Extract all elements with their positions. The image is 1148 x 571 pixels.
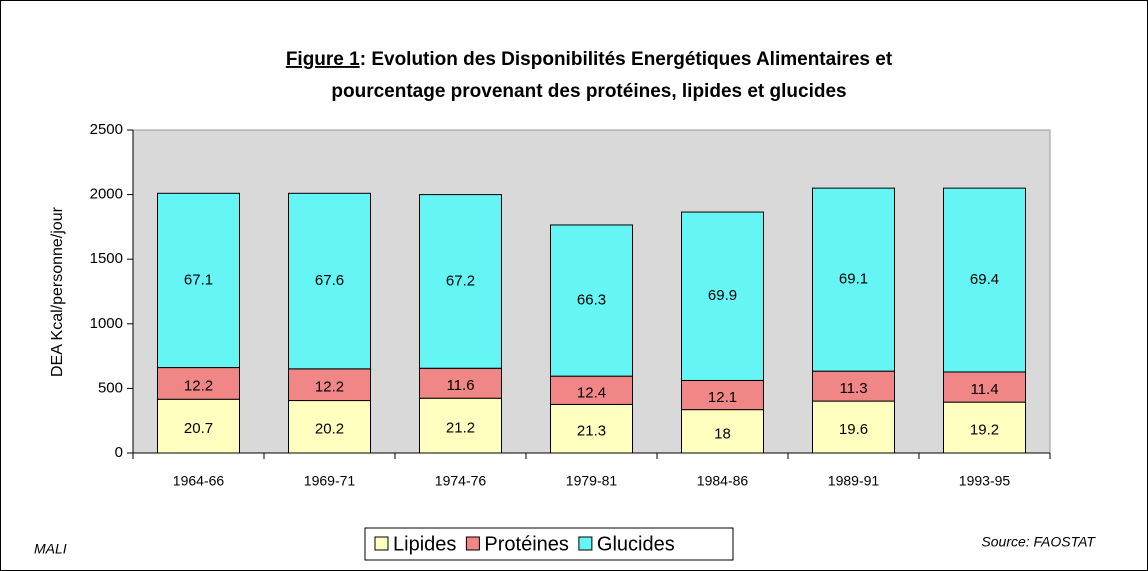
bar-segment	[812, 370, 895, 402]
bar-segment	[681, 379, 764, 411]
x-tick-label: 1964-66	[173, 473, 225, 489]
data-label: 66.3	[577, 292, 606, 309]
bar-segment	[812, 187, 895, 372]
y-tick-label: 1000	[90, 315, 123, 332]
title-line: : Evolution des Disponibilités Energétiq…	[360, 49, 893, 70]
bar-segment	[157, 367, 240, 400]
data-label: 69.9	[708, 287, 737, 304]
legend-swatch	[465, 536, 480, 551]
y-tick-label: 500	[98, 379, 123, 396]
data-label: 67.6	[315, 272, 344, 289]
bar-segment	[288, 192, 371, 370]
country-note: MALI	[34, 541, 67, 557]
data-label: 21.2	[446, 420, 475, 437]
legend-label: Lipides	[393, 533, 456, 555]
bar-segment	[419, 194, 502, 369]
data-label: 11.3	[839, 380, 867, 397]
y-tick-label: 0	[115, 444, 123, 461]
data-label: 12.1	[708, 389, 737, 406]
bar-segment	[943, 187, 1026, 373]
x-tick-label: 1974-76	[435, 473, 487, 489]
bar-segment	[288, 400, 371, 454]
bar-segment	[550, 403, 633, 454]
bar-segment	[157, 398, 240, 454]
x-tick-label: 1989-91	[828, 473, 880, 489]
bar-segment	[681, 409, 764, 454]
legend-label: Protéines	[484, 533, 569, 555]
data-label: 67.1	[184, 271, 213, 288]
data-label: 12.2	[184, 377, 213, 394]
data-label: 12.4	[577, 384, 606, 401]
y-axis-label: DEA Kcal/personne/jour	[49, 206, 66, 377]
x-tick-label: 1979-81	[566, 473, 618, 489]
data-label: 11.4	[970, 381, 998, 398]
bar-segment	[550, 224, 633, 377]
data-label: 11.6	[446, 377, 474, 394]
bar-segment	[550, 375, 633, 405]
y-tick-label: 2500	[90, 121, 123, 138]
bar-segment	[681, 211, 764, 381]
legend-swatch	[374, 536, 389, 551]
source-note: Source: FAOSTAT	[981, 534, 1096, 550]
chart-title: Figure 1: Evolution des Disponibilités E…	[286, 49, 893, 70]
legend-swatch	[578, 536, 593, 551]
data-label: 69.1	[839, 271, 868, 288]
x-tick-label: 1969-71	[304, 473, 356, 489]
x-tick-label: 1984-86	[697, 473, 749, 489]
bar-segment	[419, 367, 502, 399]
y-tick-label: 2000	[90, 186, 123, 203]
data-label: 21.3	[577, 423, 606, 440]
data-label: 67.2	[446, 272, 475, 289]
bar-segment	[419, 397, 502, 454]
data-label: 18	[714, 425, 731, 442]
data-label: 20.2	[315, 421, 344, 438]
bar-segment	[943, 401, 1026, 454]
data-label: 19.2	[970, 422, 999, 439]
legend-label: Glucides	[597, 533, 675, 555]
data-label: 69.4	[970, 271, 999, 288]
title-prefix: Figure 1	[286, 49, 360, 70]
bar-segment	[157, 192, 240, 369]
y-tick-label: 1500	[90, 250, 123, 267]
data-label: 12.2	[315, 379, 344, 396]
legend-box	[364, 527, 734, 561]
x-tick-label: 1993-95	[959, 473, 1011, 489]
data-label: 19.6	[839, 421, 868, 438]
chart-title: pourcentage provenant des protéines, lip…	[331, 81, 846, 102]
data-label: 20.7	[184, 420, 213, 437]
